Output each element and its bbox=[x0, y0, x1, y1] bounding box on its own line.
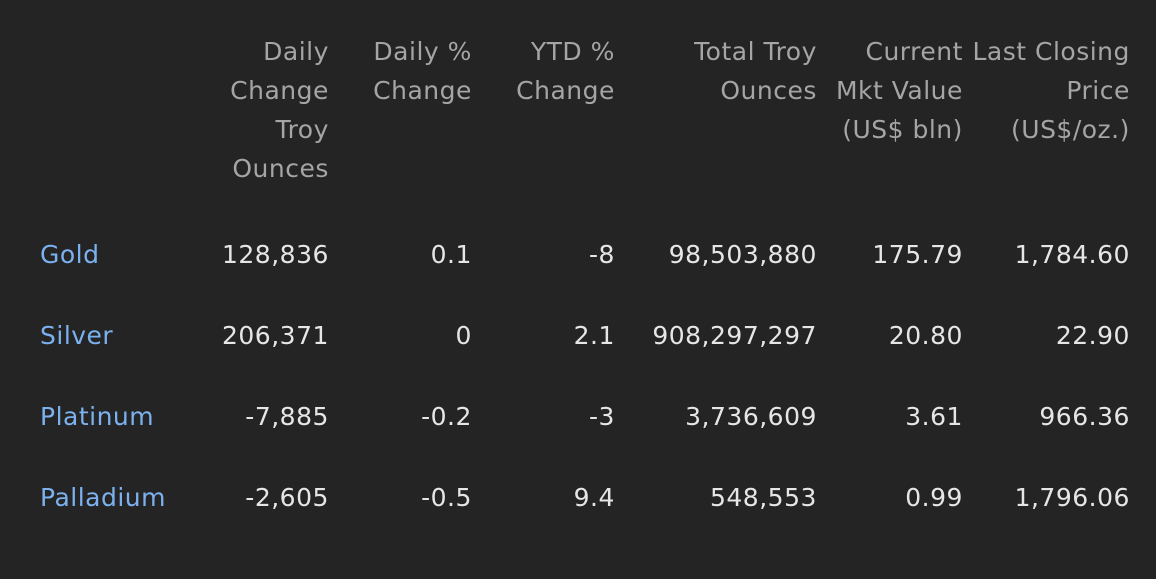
metal-link-silver[interactable]: Silver bbox=[40, 321, 114, 350]
header-row: Daily Change Troy Ounces Daily % Change … bbox=[22, 32, 1130, 214]
column-header-current-mkt-value: Current Mkt Value (US$ bln) bbox=[835, 37, 963, 144]
cell-total-troy-ounces: 908,297,297 bbox=[652, 321, 817, 350]
cell-daily-change-troy-ounces: -2,605 bbox=[245, 483, 329, 512]
cell-daily-change-troy-ounces: 128,836 bbox=[222, 240, 329, 269]
cell-last-closing-price: 966.36 bbox=[1039, 402, 1130, 431]
table-row: Palladium -2,605 -0.5 9.4 548,553 0.99 1… bbox=[22, 457, 1130, 538]
cell-ytd-pct-change: 2.1 bbox=[573, 321, 615, 350]
column-header-ytd-pct-change: YTD % Change bbox=[516, 37, 615, 105]
metal-link-palladium[interactable]: Palladium bbox=[40, 483, 166, 512]
column-header-daily-pct-change: Daily % Change bbox=[373, 37, 472, 105]
table-row: Silver 206,371 0 2.1 908,297,297 20.80 2… bbox=[22, 295, 1130, 376]
cell-daily-change-troy-ounces: -7,885 bbox=[245, 402, 329, 431]
column-header-metal bbox=[22, 32, 222, 214]
cell-total-troy-ounces: 3,736,609 bbox=[685, 402, 817, 431]
column-header-total-troy-ounces: Total Troy Ounces bbox=[694, 37, 817, 105]
cell-current-mkt-value: 3.61 bbox=[905, 402, 963, 431]
cell-daily-pct-change: -0.5 bbox=[421, 483, 472, 512]
table-row: Gold 128,836 0.1 -8 98,503,880 175.79 1,… bbox=[22, 214, 1130, 295]
cell-ytd-pct-change: -8 bbox=[588, 240, 615, 269]
cell-last-closing-price: 22.90 bbox=[1055, 321, 1130, 350]
cell-total-troy-ounces: 548,553 bbox=[710, 483, 817, 512]
cell-daily-pct-change: 0 bbox=[455, 321, 472, 350]
cell-total-troy-ounces: 98,503,880 bbox=[668, 240, 817, 269]
cell-last-closing-price: 1,796.06 bbox=[1014, 483, 1130, 512]
metal-link-platinum[interactable]: Platinum bbox=[40, 402, 155, 431]
cell-current-mkt-value: 175.79 bbox=[872, 240, 963, 269]
cell-daily-pct-change: 0.1 bbox=[430, 240, 472, 269]
cell-current-mkt-value: 20.80 bbox=[888, 321, 963, 350]
cell-ytd-pct-change: -3 bbox=[588, 402, 615, 431]
column-header-daily-change-troy-ounces: Daily Change Troy Ounces bbox=[230, 37, 329, 183]
cell-daily-pct-change: -0.2 bbox=[421, 402, 472, 431]
table-row: Platinum -7,885 -0.2 -3 3,736,609 3.61 9… bbox=[22, 376, 1130, 457]
metals-holdings-table: Daily Change Troy Ounces Daily % Change … bbox=[22, 32, 1130, 538]
metal-link-gold[interactable]: Gold bbox=[40, 240, 100, 269]
column-header-last-closing-price: Last Closing Price (US$/oz.) bbox=[972, 37, 1130, 144]
cell-current-mkt-value: 0.99 bbox=[905, 483, 963, 512]
cell-daily-change-troy-ounces: 206,371 bbox=[222, 321, 329, 350]
cell-last-closing-price: 1,784.60 bbox=[1014, 240, 1130, 269]
cell-ytd-pct-change: 9.4 bbox=[573, 483, 615, 512]
